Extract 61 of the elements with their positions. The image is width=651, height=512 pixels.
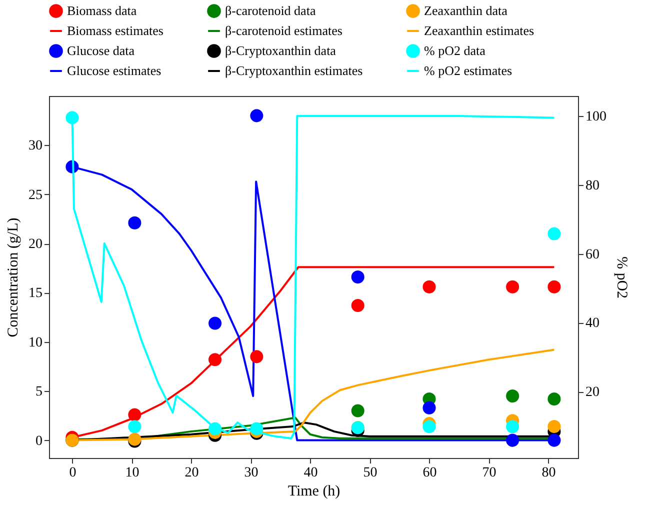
- point: [548, 392, 561, 406]
- y-tick-label: 15: [28, 286, 42, 302]
- y-tick-label: 25: [28, 188, 42, 203]
- x-tick-label: 50: [363, 466, 378, 480]
- point: [128, 420, 142, 434]
- legend-label: Biomass estimates: [67, 23, 164, 38]
- x-tick-label: 80: [542, 466, 556, 480]
- point: [548, 227, 561, 240]
- point: [422, 420, 436, 434]
- point: [422, 401, 436, 414]
- point: [548, 434, 561, 447]
- x-tick-label: 70: [482, 466, 496, 480]
- y-tick-label: 30: [28, 138, 42, 154]
- point: [208, 422, 222, 436]
- y2-tick-label: 100: [586, 109, 606, 124]
- legend-label: β-carotenoid estimates: [225, 23, 342, 38]
- point: [351, 270, 364, 284]
- y-axis-title: Concentration (g/L): [6, 218, 22, 338]
- point: [351, 299, 364, 312]
- legend-label: % pO2 estimates: [424, 63, 512, 78]
- point: [422, 280, 436, 294]
- legend-label: β-Cryptoxanthin data: [225, 43, 336, 58]
- y2-axis-title: % pO2: [614, 256, 630, 299]
- y-tick-label: 20: [28, 237, 42, 252]
- point: [128, 216, 142, 230]
- x-tick-label: 30: [244, 466, 258, 480]
- point: [250, 422, 264, 436]
- point: [128, 408, 142, 422]
- legend-label: Glucose data: [67, 43, 135, 58]
- legend-label: β-carotenoid data: [225, 3, 316, 18]
- point: [250, 350, 264, 364]
- x-tick-label: 0: [69, 466, 76, 480]
- point: [548, 280, 561, 294]
- point: [66, 111, 79, 124]
- y2-tick-label: 40: [586, 316, 600, 332]
- legend-label: β-Cryptoxanthin estimates: [225, 63, 363, 78]
- x-tick-label: 40: [304, 466, 318, 480]
- y2-tick-label: 20: [586, 385, 600, 400]
- point: [208, 316, 222, 330]
- legend-label: Zeaxanthin data: [424, 3, 508, 18]
- point: [506, 434, 520, 447]
- y2-tick-label: 80: [586, 178, 600, 194]
- point: [351, 404, 364, 418]
- point: [208, 353, 222, 366]
- legend-label: Biomass data: [67, 3, 137, 18]
- legend-label: Zeaxanthin estimates: [424, 23, 534, 38]
- y-tick-label: 0: [36, 434, 42, 449]
- point: [506, 390, 520, 403]
- point: [548, 420, 561, 434]
- point: [506, 420, 520, 434]
- x-axis-title: Time (h): [288, 484, 340, 500]
- legend-label: Glucose estimates: [67, 63, 162, 78]
- y-tick-label: 10: [28, 335, 42, 350]
- point: [506, 280, 520, 294]
- y-tick-label: 5: [36, 384, 42, 400]
- y2-tick-label: 60: [586, 247, 600, 262]
- x-tick-label: 60: [422, 466, 437, 480]
- legend-label: % pO2 data: [424, 43, 486, 58]
- x-tick-label: 10: [125, 466, 140, 480]
- point: [250, 109, 264, 122]
- x-tick-label: 20: [184, 466, 199, 480]
